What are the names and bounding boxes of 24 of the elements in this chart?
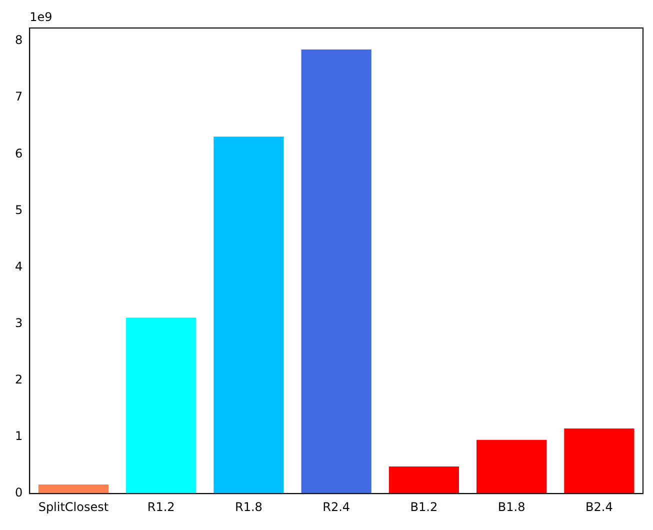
y-tick-label: 1 <box>14 429 23 444</box>
text: 1e9 <box>30 10 52 24</box>
x-tick-label: SplitClosest <box>38 500 109 514</box>
bar <box>301 50 372 494</box>
x-tick-label: B1.8 <box>498 500 526 514</box>
x-tick-label: R1.8 <box>234 500 262 514</box>
y-tick-label: 2 <box>14 372 23 387</box>
bar <box>126 318 196 494</box>
y-tick-label: 0 <box>14 486 23 500</box>
bar <box>214 136 284 494</box>
y-tick-label: 3 <box>14 316 23 330</box>
y-tick-label: 8 <box>14 33 23 48</box>
x-tick-label: R2.4 <box>322 500 350 514</box>
x-tick-label: R1.2 <box>147 500 175 514</box>
bar <box>38 484 108 494</box>
bar <box>476 440 547 494</box>
y-tick-label: 7 <box>14 90 23 104</box>
y-tick-label: 6 <box>14 146 23 160</box>
bar <box>388 466 459 494</box>
x-tick-label: B2.4 <box>586 500 613 514</box>
x-tick-label: B1.2 <box>410 500 438 514</box>
y-tick-label: 5 <box>14 202 23 217</box>
y-tick-label: 4 <box>14 259 23 274</box>
bar <box>564 428 634 494</box>
